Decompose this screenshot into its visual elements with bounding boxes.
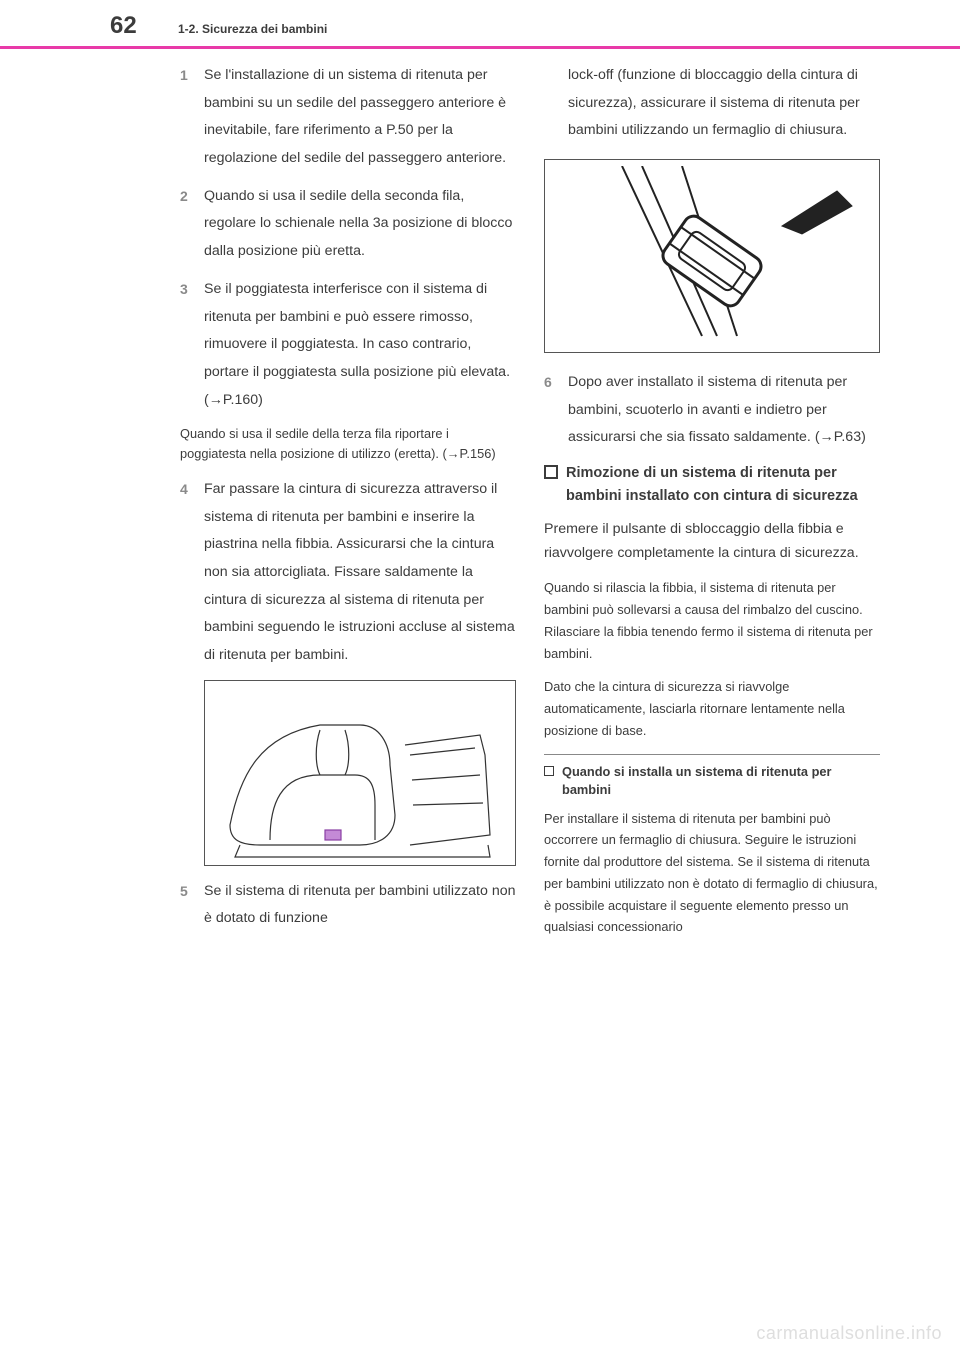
subheading-install-note: Quando si installa un sistema di ritenut… [544,763,880,800]
step-5: 5 Se il sistema di ritenuta per bambini … [180,878,516,933]
step-5-continuation: lock-off (funzione di bloccaggio della c… [544,62,880,145]
left-column: 1 Se l'installazione di un sistema di ri… [180,62,516,943]
subheading-text: Quando si installa un sistema di ritenut… [562,763,880,800]
step-text: Dopo aver installato il sistema di riten… [568,369,880,452]
step-text: Far passare la cintura di sicurezza attr… [204,476,516,670]
square-bullet-icon [544,766,554,776]
step-3: 3 Se il poggiatesta interferisce con il … [180,276,516,414]
step-text: Quando si usa il sedile della seconda fi… [204,183,516,266]
locking-clip-icon [552,166,872,346]
step-4: 4 Far passare la cintura di sicurezza at… [180,476,516,670]
step-number: 3 [180,276,204,414]
figure-locking-clip [544,159,880,353]
small-paragraph: Dato che la cintura di sicurezza si riav… [544,676,880,741]
step-text: Se il sistema di ritenuta per bambini ut… [204,878,516,933]
content-columns: 1 Se l'installazione di un sistema di ri… [180,62,880,943]
step-number: 1 [180,62,204,173]
step-number: 2 [180,183,204,266]
watermark: carmanualsonline.info [756,1323,942,1344]
small-paragraph: Per installare il sistema di ritenuta pe… [544,808,880,939]
step-2: 2 Quando si usa il sedile della seconda … [180,183,516,266]
step-6: 6 Dopo aver installato il sistema di rit… [544,369,880,452]
right-column: lock-off (funzione di bloccaggio della c… [544,62,880,943]
subheading-removal: Rimozione di un sistema di ritenuta per … [544,462,880,507]
manual-page: 62 1-2. Sicurezza dei bambini 1 Se l'ins… [0,0,960,1358]
header-rule [0,46,960,49]
small-paragraph: Quando si rilascia la fibbia, il sistema… [544,577,880,664]
square-bullet-icon [544,465,558,479]
page-header: 62 1-2. Sicurezza dei bambini [0,0,960,46]
step-number: 6 [544,369,568,452]
step-text: Se l'installazione di un sistema di rite… [204,62,516,173]
section-title: 1-2. Sicurezza dei bambini [178,22,327,36]
child-seat-icon [210,685,510,861]
page-number: 62 [110,12,137,40]
step-number: 5 [180,878,204,933]
figure-child-seat [204,680,516,866]
divider [544,754,880,755]
step-number: 4 [180,476,204,670]
paragraph: Premere il pulsante di sbloccaggio della… [544,517,880,565]
note-after-step-3: Quando si usa il sedile della terza fila… [180,424,516,464]
subheading-text: Rimozione di un sistema di ritenuta per … [566,462,880,507]
step-1: 1 Se l'installazione di un sistema di ri… [180,62,516,173]
step-text: Se il poggiatesta interferisce con il si… [204,276,516,414]
